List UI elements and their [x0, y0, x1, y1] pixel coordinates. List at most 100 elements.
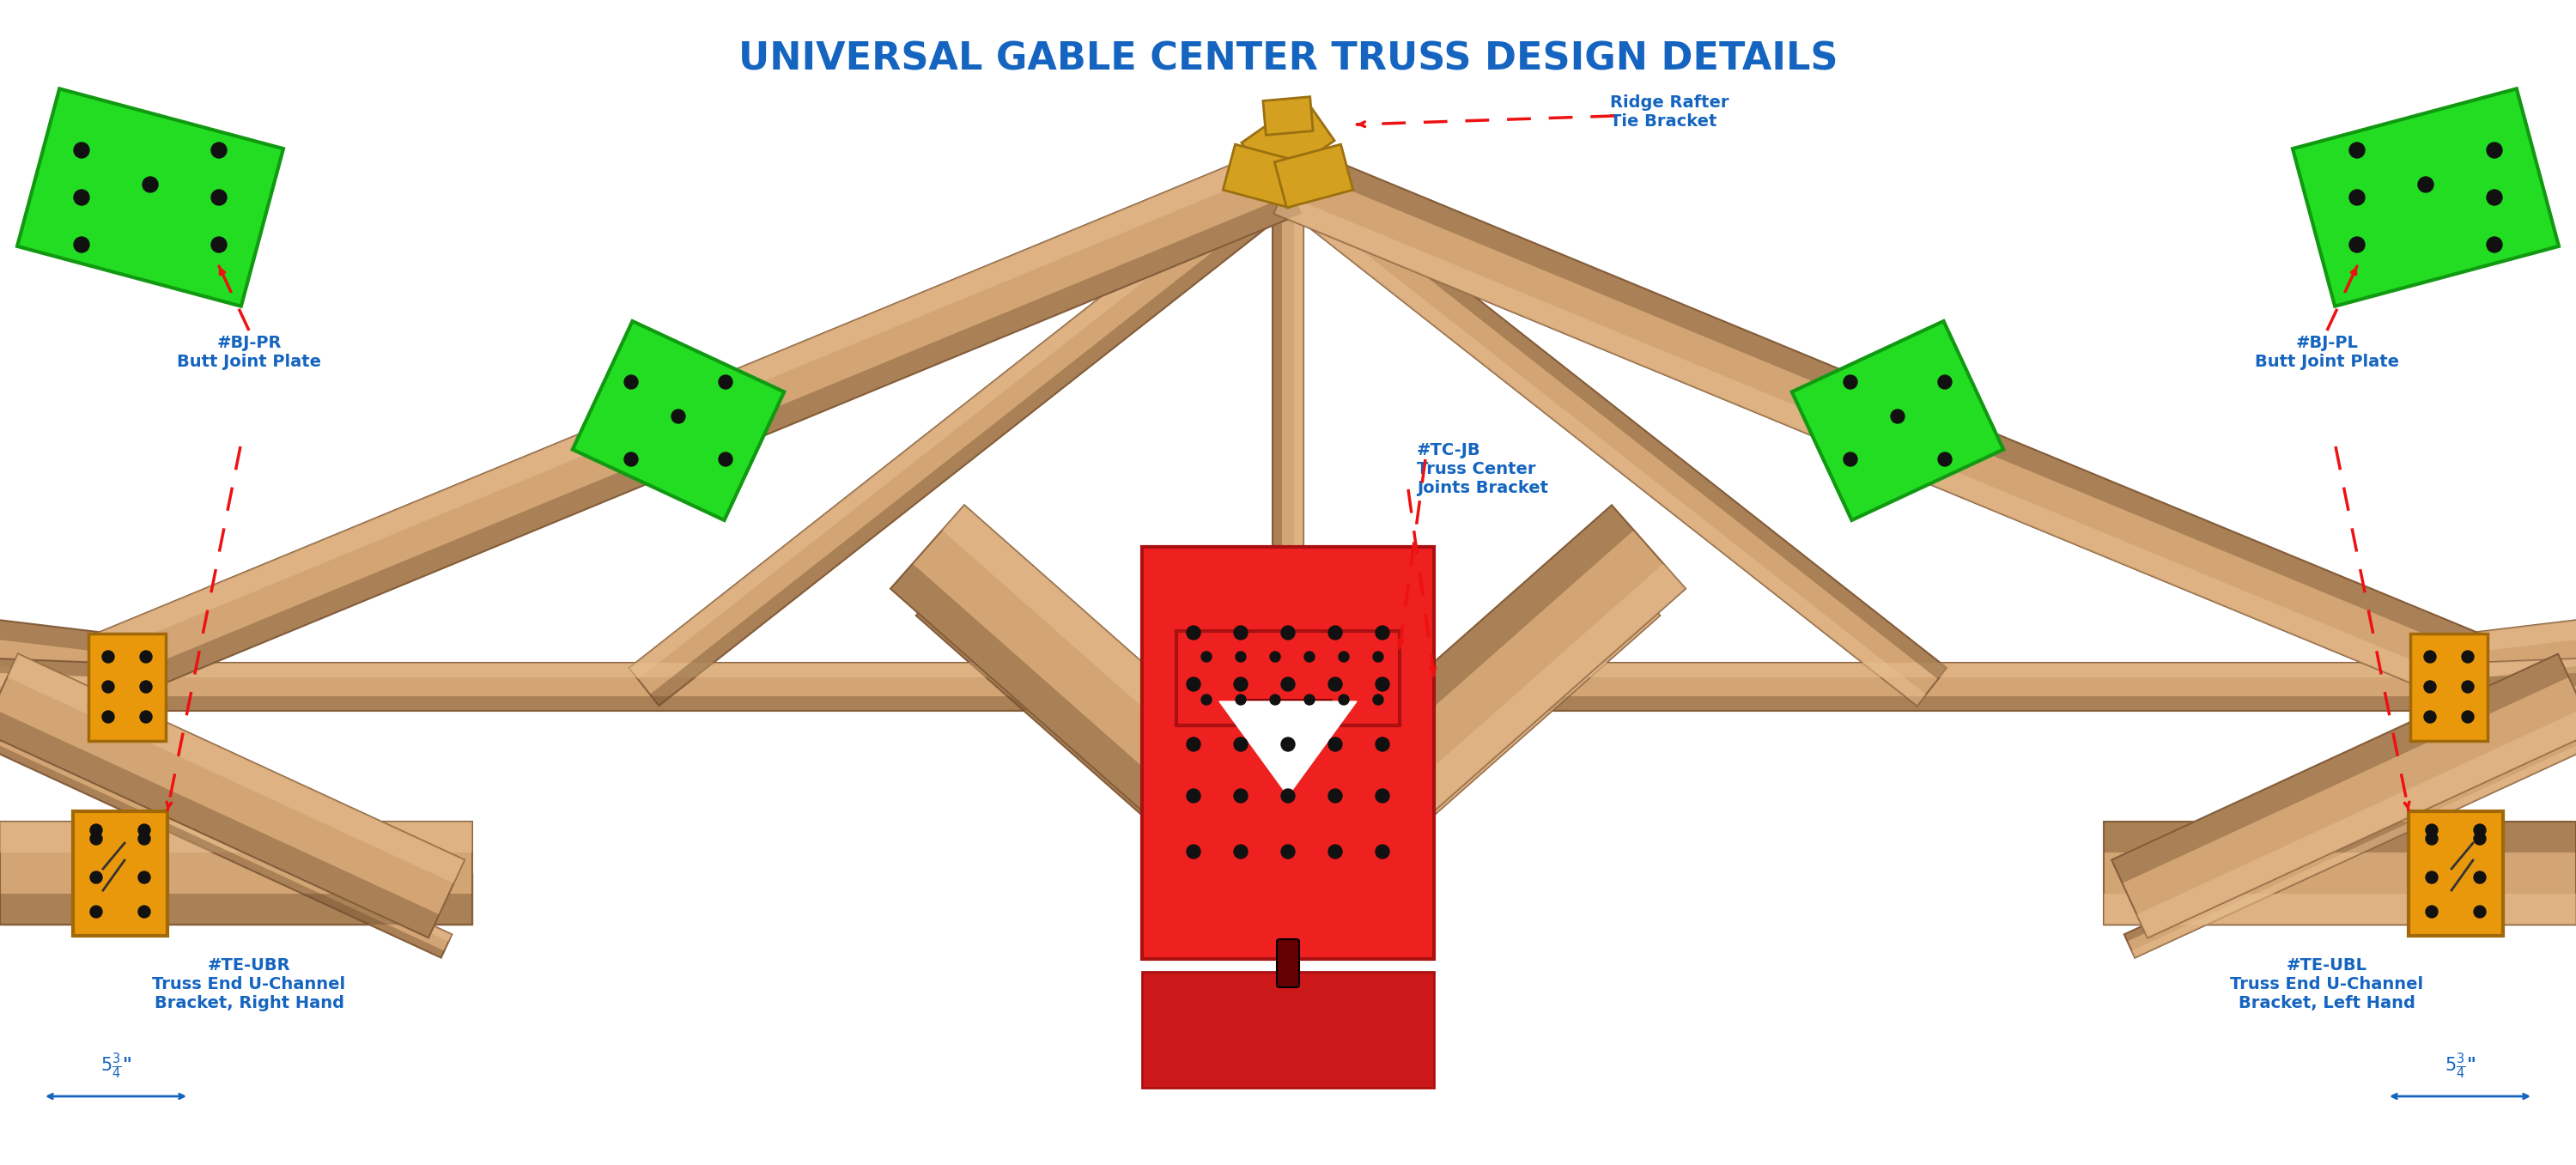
Circle shape [2349, 190, 2365, 205]
Circle shape [1329, 626, 1342, 640]
Polygon shape [2112, 654, 2576, 938]
Circle shape [2473, 905, 2486, 918]
Polygon shape [0, 708, 440, 938]
Circle shape [103, 651, 113, 663]
Text: #TE-UBR
Truss End U-Channel
Bracket, Right Hand: #TE-UBR Truss End U-Channel Bracket, Rig… [152, 958, 345, 1011]
Circle shape [1937, 452, 1953, 466]
Polygon shape [0, 652, 100, 698]
Circle shape [2473, 833, 2486, 845]
Polygon shape [2411, 633, 2488, 741]
Polygon shape [891, 506, 1334, 915]
Circle shape [672, 410, 685, 423]
Circle shape [139, 824, 149, 836]
Circle shape [75, 190, 90, 205]
Circle shape [139, 905, 149, 918]
Circle shape [1234, 626, 1247, 640]
Polygon shape [1244, 700, 1332, 726]
Polygon shape [3, 728, 451, 941]
Circle shape [211, 142, 227, 158]
Circle shape [2473, 824, 2486, 836]
Text: #TE-UBL
Truss End U-Channel
Bracket, Left Hand: #TE-UBL Truss End U-Channel Bracket, Lef… [2231, 958, 2424, 1011]
Circle shape [2463, 680, 2473, 693]
Polygon shape [18, 89, 283, 306]
Polygon shape [1242, 98, 1334, 185]
Polygon shape [0, 894, 471, 925]
Circle shape [1280, 626, 1296, 640]
Circle shape [1329, 677, 1342, 691]
Circle shape [1188, 626, 1200, 640]
Circle shape [2424, 711, 2437, 722]
Polygon shape [0, 728, 451, 958]
Polygon shape [1273, 162, 1947, 706]
Polygon shape [0, 821, 471, 853]
Text: UNIVERSAL GABLE CENTER TRUSS DESIGN DETAILS: UNIVERSAL GABLE CENTER TRUSS DESIGN DETA… [739, 41, 1837, 77]
Polygon shape [2409, 811, 2504, 935]
Polygon shape [1224, 144, 1301, 207]
Polygon shape [0, 607, 108, 652]
Circle shape [1188, 737, 1200, 751]
Text: #BJ-PL
Butt Joint Plate: #BJ-PL Butt Joint Plate [2254, 334, 2398, 370]
Circle shape [1236, 651, 1247, 662]
Polygon shape [8, 654, 464, 883]
Circle shape [1234, 737, 1247, 751]
Polygon shape [1141, 972, 1435, 1088]
Polygon shape [2133, 744, 2576, 958]
Polygon shape [103, 663, 2473, 677]
Circle shape [2427, 905, 2437, 918]
Circle shape [1937, 375, 1953, 389]
Circle shape [623, 452, 639, 466]
Polygon shape [2125, 728, 2573, 941]
Circle shape [1376, 677, 1388, 691]
Polygon shape [1293, 564, 1685, 915]
Circle shape [2427, 871, 2437, 883]
Circle shape [1376, 626, 1388, 640]
Circle shape [1844, 452, 1857, 466]
Circle shape [1188, 845, 1200, 859]
Polygon shape [1267, 589, 1643, 924]
Circle shape [1188, 677, 1200, 691]
Polygon shape [2136, 708, 2576, 938]
Polygon shape [2125, 728, 2576, 958]
Polygon shape [917, 589, 1309, 941]
Text: Ridge Rafter
Tie Bracket: Ridge Rafter Tie Bracket [1610, 94, 1728, 129]
Circle shape [1376, 789, 1388, 803]
Polygon shape [0, 687, 103, 711]
Circle shape [90, 833, 103, 845]
Circle shape [139, 680, 152, 693]
Polygon shape [1275, 144, 1352, 207]
Polygon shape [2473, 655, 2576, 711]
Polygon shape [1242, 506, 1633, 856]
Polygon shape [1273, 181, 1283, 687]
Circle shape [1376, 845, 1388, 859]
Polygon shape [1275, 147, 2486, 702]
Circle shape [2419, 177, 2434, 192]
Polygon shape [1262, 97, 1314, 135]
Polygon shape [2105, 821, 2576, 853]
Polygon shape [891, 564, 1283, 915]
Circle shape [90, 871, 103, 883]
Circle shape [211, 190, 227, 205]
Circle shape [139, 711, 152, 722]
Circle shape [1280, 677, 1296, 691]
Polygon shape [103, 697, 2473, 711]
Polygon shape [2105, 873, 2576, 925]
Circle shape [2427, 833, 2437, 845]
Text: $5\frac{3}{4}$": $5\frac{3}{4}$" [2445, 1051, 2476, 1081]
Polygon shape [88, 633, 165, 741]
Polygon shape [2105, 894, 2576, 925]
Polygon shape [2468, 607, 2576, 698]
Circle shape [1329, 845, 1342, 859]
Circle shape [2486, 236, 2501, 253]
Circle shape [2486, 142, 2501, 158]
Polygon shape [1242, 506, 1685, 915]
Polygon shape [629, 162, 1283, 679]
Circle shape [1329, 789, 1342, 803]
Circle shape [1280, 845, 1296, 859]
Circle shape [1270, 694, 1280, 705]
Circle shape [103, 711, 113, 722]
Circle shape [139, 651, 152, 663]
Circle shape [90, 905, 103, 918]
Circle shape [2463, 651, 2473, 663]
Polygon shape [103, 663, 2473, 711]
Text: #BJ-PR
Butt Joint Plate: #BJ-PR Butt Joint Plate [178, 334, 322, 370]
